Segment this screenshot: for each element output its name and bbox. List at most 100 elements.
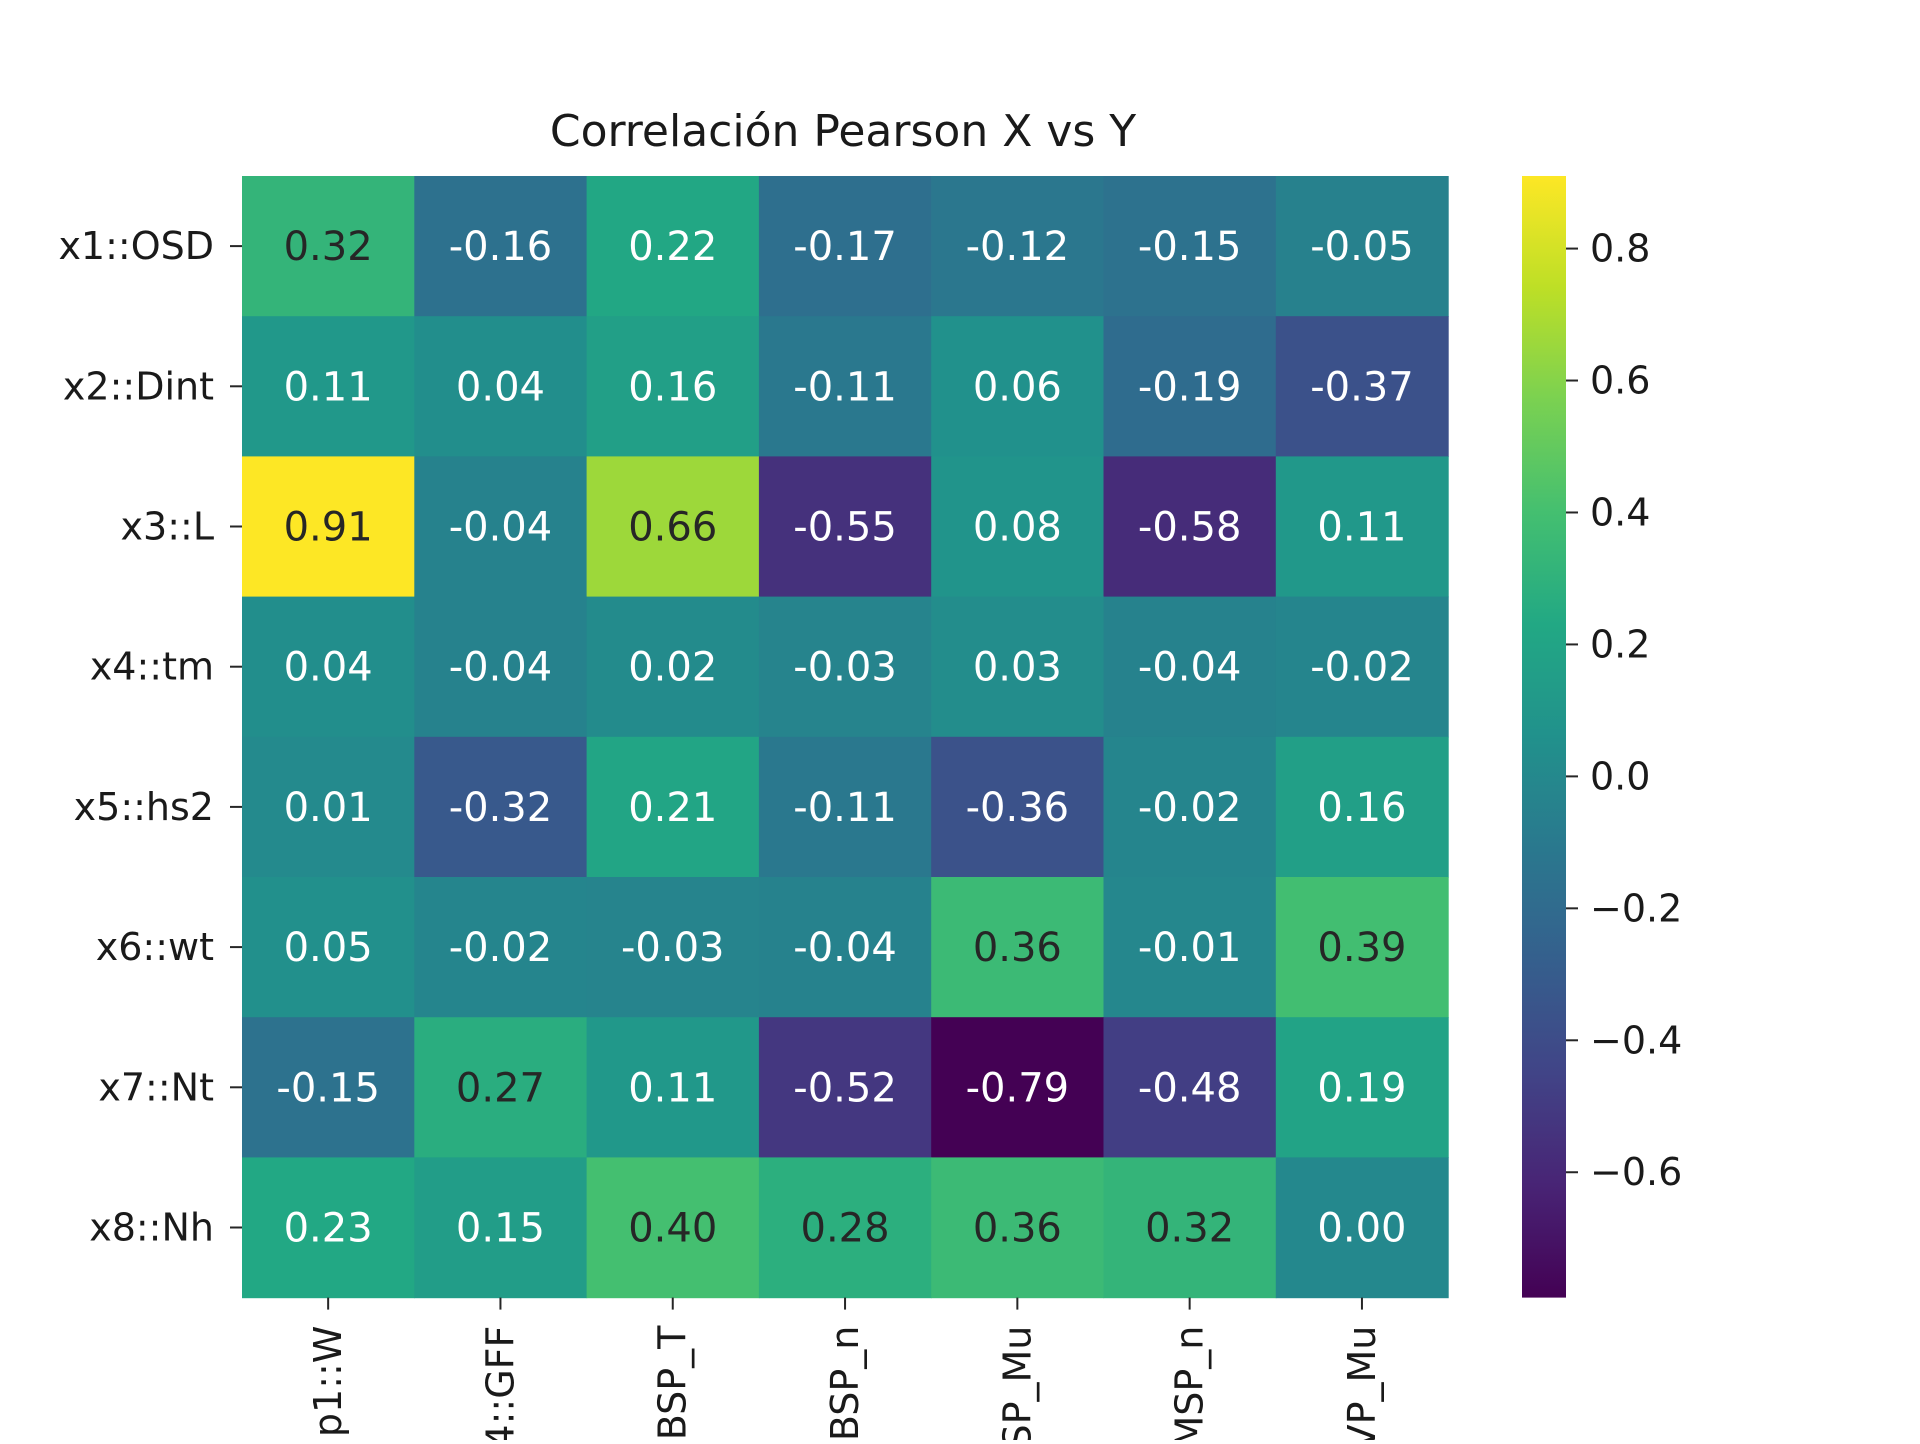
cell-value-label: 0.22 [628,224,717,270]
heatmap-cell [414,1157,588,1299]
colorbar-tick-label: −0.4 [1590,1018,1682,1062]
colorbar: 0.8 0.6 0.4 0.2 0.0 −0.2 −0.4 −0.6 [1522,176,1682,1298]
heatmap-cell [414,736,588,878]
cell-value-label: -0.52 [793,1065,897,1111]
x-tick-label: SP_Mu [995,1326,1039,1440]
cell-value-label: -0.17 [793,224,897,270]
heatmap-cell [1103,736,1277,878]
heatmap-cell [758,316,932,457]
cell-value-label: 0.06 [973,364,1062,410]
heatmap-cell [1275,596,1449,738]
heatmap-cell [586,1157,760,1299]
heatmap-cell [1275,1017,1449,1158]
y-tick-label: x2::Dint [63,364,214,408]
cell-value-label: -0.48 [1138,1065,1242,1111]
cell-value-label: -0.01 [1138,925,1242,971]
y-tick-label: x3::L [121,505,214,549]
colorbar-tick-label: 0.0 [1590,754,1650,798]
heatmap-cell [586,1017,760,1158]
heatmap-cell [1275,877,1449,1018]
cell-value-label: -0.58 [1138,505,1242,551]
cell-value-label: -0.04 [449,505,553,551]
heatmap-cell [931,456,1105,598]
cell-value-label: -0.15 [276,1065,380,1111]
heatmap-cell-labels: 0.32 -0.16 0.22 -0.17 -0.12 -0.15 -0.05 0.11 0.0… [276,224,1413,1251]
cell-value-label: 0.16 [628,364,717,410]
heatmap-cell [1103,456,1277,598]
cell-value-label: -0.02 [449,925,553,971]
heatmap-cell [1103,1157,1277,1299]
cell-value-label: 0.01 [284,785,373,831]
cell-value-label: 0.32 [284,224,373,270]
y-tick-label: x7::Nt [98,1065,214,1109]
colorbar-tick-label: 0.8 [1590,227,1650,271]
colorbar-tick-label: 0.2 [1590,622,1650,666]
heatmap-cell [1103,316,1277,457]
heatmap-cell [931,877,1105,1018]
y-tick-label: x1::OSD [58,224,214,268]
colorbar-tick-label: −0.6 [1590,1150,1682,1194]
heatmap-cell [586,316,760,457]
cell-value-label: -0.79 [966,1065,1070,1111]
cell-value-label: -0.03 [793,645,897,691]
cell-value-label: 0.00 [1317,1206,1406,1252]
heatmap-cell [242,176,415,317]
heatmap-cell [758,736,932,878]
x-tick-label: VP_Mu [1340,1326,1384,1440]
cell-value-label: -0.16 [449,224,553,270]
heatmap-cell [758,176,932,317]
y-tick-label: x8::Nh [89,1206,214,1250]
cell-value-label: -0.04 [449,645,553,691]
cell-value-label: -0.12 [966,224,1070,270]
colorbar-tick-label: −0.2 [1590,886,1682,930]
heatmap-cell [414,316,588,457]
heatmap-cell [242,1157,415,1299]
cell-value-label: 0.11 [628,1065,717,1111]
heatmap-cell [414,596,588,738]
heatmap-cell [1103,176,1277,317]
cell-value-label: -0.36 [966,785,1070,831]
heatmap-cell [242,316,415,457]
cell-value-label: 0.28 [801,1206,890,1252]
x-tick-label: BSP_n [823,1326,867,1440]
cell-value-label: 0.91 [284,505,373,551]
cell-value-label: -0.11 [793,364,897,410]
cell-value-label: 0.39 [1317,925,1406,971]
y-tick-label: x6::wt [96,925,214,969]
cell-value-label: 0.21 [628,785,717,831]
cell-value-label: 0.19 [1317,1065,1406,1111]
heatmap-cell [1103,877,1277,1018]
heatmap-cell [931,316,1105,457]
cell-value-label: -0.37 [1310,364,1414,410]
colorbar-tick-label: 0.6 [1590,359,1650,403]
heatmap-cell [758,877,932,1018]
x-tick-label: p1::W [306,1326,350,1437]
cell-value-label: 0.15 [456,1206,545,1252]
heatmap-cell [242,596,415,738]
heatmap-cell [242,877,415,1018]
heatmap-cell [586,877,760,1018]
heatmap-cells [242,176,1449,1299]
x-axis: p1::W 4::GFF BSP_T BSP_n SP_Mu MSP_n VP_Mu [306,1297,1384,1444]
cell-value-label: -0.04 [1138,645,1242,691]
cell-value-label: -0.32 [449,785,553,831]
cell-value-label: -0.03 [621,925,725,971]
cell-value-label: 0.32 [1145,1206,1234,1252]
cell-value-label: 0.08 [973,505,1062,551]
y-tick-label: x4::tm [90,645,214,689]
heatmap-cell [242,456,415,598]
cell-value-label: -0.15 [1138,224,1242,270]
heatmap-cell [586,596,760,738]
heatmap-cell [1275,316,1449,457]
heatmap-cell [586,456,760,598]
y-axis: x1::OSDx2::Dintx3::Lx4::tmx5::hs2x6::wtx… [58,224,242,1250]
heatmap-cell [931,596,1105,738]
heatmap-cell [1103,596,1277,738]
cell-value-label: -0.55 [793,505,897,551]
heatmap-cell [414,176,588,317]
cell-value-label: 0.04 [456,364,545,410]
heatmap-cell [931,736,1105,878]
cell-value-label: 0.03 [973,645,1062,691]
